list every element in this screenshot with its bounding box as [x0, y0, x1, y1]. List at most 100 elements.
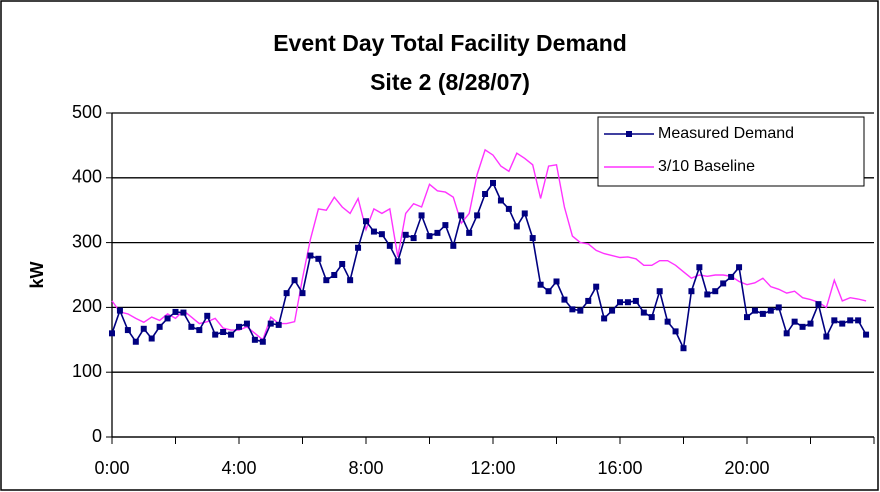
data-point	[656, 288, 663, 295]
data-point	[140, 325, 147, 332]
data-point	[736, 264, 743, 271]
data-point	[299, 290, 306, 297]
data-point	[490, 179, 496, 186]
data-point	[251, 336, 258, 343]
data-point	[751, 307, 758, 314]
data-point	[847, 317, 854, 324]
data-point	[109, 330, 115, 337]
data-point	[744, 314, 750, 321]
data-point	[212, 331, 219, 338]
data-point	[323, 277, 330, 284]
data-point	[839, 320, 846, 327]
data-point	[418, 212, 425, 219]
data-point	[640, 309, 647, 316]
data-point	[855, 317, 862, 324]
data-point	[124, 327, 131, 334]
data-point	[791, 318, 798, 325]
data-point	[378, 231, 385, 238]
data-point	[696, 264, 703, 271]
data-point	[164, 315, 171, 322]
data-point	[148, 335, 155, 342]
data-point	[347, 277, 354, 284]
data-point	[593, 283, 600, 290]
data-point	[482, 191, 489, 197]
data-point	[728, 273, 735, 280]
legend-label: Measured Demand	[658, 125, 794, 142]
data-point	[132, 338, 139, 345]
data-point	[712, 288, 719, 295]
data-point	[188, 323, 195, 330]
legend-marker	[626, 131, 632, 137]
data-point	[759, 310, 766, 317]
y-tick-label: 400	[72, 167, 102, 187]
data-point	[172, 308, 179, 315]
data-point	[156, 323, 163, 330]
data-point	[704, 291, 711, 298]
data-point	[545, 288, 552, 295]
data-point	[386, 242, 393, 249]
data-point	[363, 218, 369, 225]
x-tick-label: 8:00	[348, 458, 383, 478]
data-point	[394, 258, 401, 265]
data-point	[410, 235, 417, 242]
series-line	[111, 148, 867, 341]
data-point	[617, 299, 623, 306]
y-tick-label: 500	[72, 102, 102, 122]
data-point	[680, 345, 687, 352]
data-point	[767, 307, 774, 314]
y-tick-label: 0	[92, 426, 102, 446]
data-point	[283, 290, 290, 297]
data-point	[275, 321, 282, 328]
legend-label: 3/10 Baseline	[658, 158, 755, 175]
data-point	[331, 272, 338, 278]
data-point	[442, 222, 449, 229]
data-point	[116, 307, 123, 314]
data-point	[775, 304, 782, 311]
x-tick-label: 12:00	[470, 458, 515, 478]
data-point	[672, 328, 679, 335]
x-tick-label: 0:00	[94, 458, 129, 478]
data-point	[474, 212, 481, 219]
data-point	[458, 212, 465, 219]
legend-box	[597, 116, 865, 187]
y-axis-label: kW	[27, 261, 47, 288]
data-point	[609, 307, 616, 314]
data-point	[426, 233, 433, 240]
data-point	[624, 299, 631, 306]
data-point	[259, 338, 266, 345]
data-point	[823, 333, 830, 340]
data-point	[529, 235, 536, 242]
data-point	[339, 260, 346, 267]
data-point	[863, 331, 870, 338]
data-point	[243, 320, 250, 327]
data-point	[196, 327, 203, 334]
data-point	[291, 277, 298, 284]
data-point	[648, 314, 655, 321]
y-tick-label: 200	[72, 296, 102, 316]
data-point	[180, 309, 187, 316]
data-point	[220, 329, 227, 336]
chart-subtitle: Site 2 (8/28/07)	[370, 69, 530, 95]
data-point	[402, 231, 409, 238]
data-point	[831, 317, 838, 324]
data-point	[601, 315, 608, 322]
chart-title: Event Day Total Facility Demand	[273, 30, 627, 56]
data-point	[267, 320, 274, 327]
data-point	[236, 323, 242, 330]
data-point	[370, 228, 377, 235]
data-point	[497, 197, 504, 204]
data-point	[434, 229, 441, 236]
data-point	[505, 205, 512, 212]
data-point	[577, 307, 584, 314]
data-point	[569, 306, 576, 313]
data-point	[720, 280, 727, 287]
data-point	[450, 242, 457, 249]
data-point	[521, 210, 528, 217]
x-tick-label: 16:00	[597, 458, 642, 478]
data-point	[815, 301, 822, 308]
x-tick-label: 20:00	[724, 458, 769, 478]
data-point	[664, 318, 671, 325]
data-point	[355, 244, 362, 251]
data-point	[561, 296, 568, 303]
